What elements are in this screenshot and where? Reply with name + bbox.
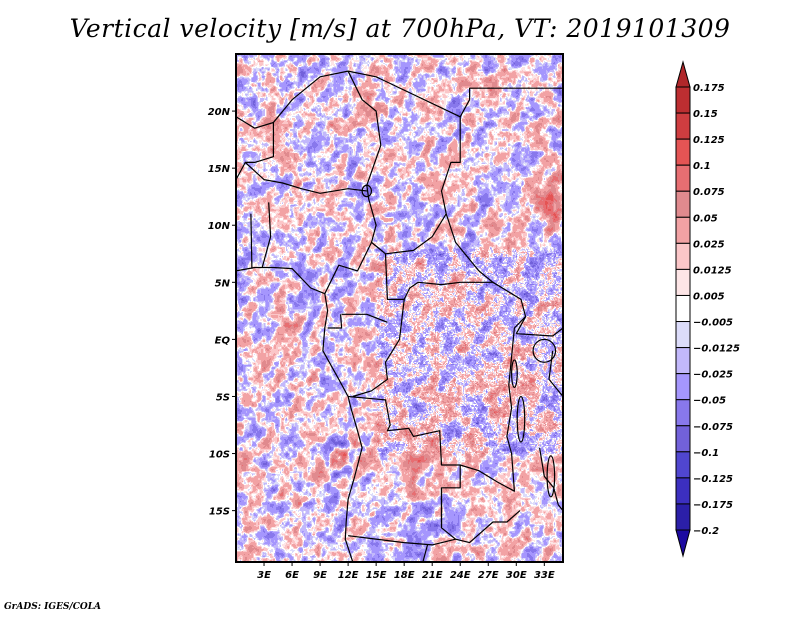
- colorbar-swatch: [675, 373, 691, 401]
- boundary-line: [348, 395, 461, 528]
- colorbar-swatch: [675, 347, 691, 375]
- map-frame: [235, 53, 564, 563]
- lake-outline: [516, 395, 526, 443]
- y-tick-label: 15N: [208, 164, 231, 175]
- boundary-line: [516, 327, 564, 337]
- colorbar-label: 0.125: [693, 135, 725, 146]
- boundary-line: [460, 316, 527, 492]
- y-tick-label: 10N: [208, 221, 231, 232]
- boundary-line: [347, 70, 447, 255]
- vertical-velocity-field: [236, 54, 563, 562]
- y-tick-label: 5S: [216, 392, 230, 403]
- grads-credit: GrADS: IGES/COLA: [4, 602, 102, 612]
- country-borders: [235, 70, 564, 563]
- boundary-line: [352, 299, 405, 398]
- boundary-line: [324, 242, 373, 294]
- colorbar: 0.175 0.15 0.125 0.1 0.075 0.05 0.025 0.0125 0.0…: [675, 60, 740, 558]
- boundary-line: [440, 487, 521, 544]
- colorbar-label: 0.15: [693, 109, 718, 120]
- colorbar-swatch: [675, 112, 691, 140]
- colorbar-swatch: [675, 477, 691, 505]
- boundary-line: [272, 70, 527, 334]
- x-tick-label: 27E: [478, 570, 499, 581]
- boundary-line: [384, 253, 493, 300]
- boundary-line: [548, 350, 564, 397]
- colorbar-label: −0.125: [693, 474, 733, 485]
- colorbar-swatch: [675, 216, 691, 244]
- colorbar-swatch: [675, 190, 691, 218]
- boundary-line: [459, 87, 563, 118]
- x-tick-label: 15E: [366, 570, 387, 581]
- colorbar-label: 0.1: [693, 161, 711, 172]
- colorbar-label: 0.075: [693, 187, 725, 198]
- x-tick-label: 3E: [257, 570, 271, 581]
- colorbar-label: −0.05: [693, 396, 726, 407]
- boundary-line: [327, 314, 343, 329]
- x-tick-label: 21E: [422, 570, 443, 581]
- boundary-line: [341, 313, 388, 323]
- x-tick-label: 24E: [450, 570, 471, 581]
- colorbar-label: 0.005: [693, 291, 725, 302]
- boundary-line: [261, 202, 272, 268]
- boundary-line: [422, 544, 429, 563]
- colorbar-swatch: [675, 321, 691, 349]
- boundary-line: [539, 447, 564, 511]
- lake-outline: [511, 359, 518, 388]
- boundary-line: [348, 535, 456, 546]
- colorbar-label: 0.0125: [693, 265, 732, 276]
- lake-outline: [532, 338, 557, 363]
- x-tick-label: 18E: [394, 570, 415, 581]
- y-tick-label: 10S: [209, 450, 230, 461]
- chart-title: Vertical velocity [m/s] at 700hPa, VT: 2…: [69, 14, 731, 43]
- x-tick-label: 12E: [338, 570, 359, 581]
- colorbar-swatch: [675, 399, 691, 427]
- boundary-line: [250, 213, 253, 269]
- x-tick-label: 6E: [285, 570, 299, 581]
- colorbar-swatch: [675, 503, 691, 531]
- colorbar-label: −0.1: [693, 448, 719, 459]
- lake-outline: [546, 455, 556, 498]
- y-axis: 20N 15N 10N 5N EQ 5S 10S 15S: [208, 107, 236, 518]
- colorbar-label: −0.025: [693, 370, 733, 381]
- boundary-line: [235, 116, 274, 180]
- colorbar-label: 0.175: [693, 83, 725, 94]
- x-tick-label: 9E: [313, 570, 327, 581]
- colorbar-swatch: [675, 164, 691, 192]
- colorbar-label: −0.175: [693, 500, 733, 511]
- colorbar-upper-extend: [675, 60, 691, 88]
- colorbar-label: −0.005: [693, 318, 733, 329]
- x-tick-label: 30E: [506, 570, 527, 581]
- colorbar-swatch: [675, 86, 691, 114]
- colorbar-swatch: [675, 451, 691, 479]
- y-tick-label: 20N: [208, 107, 231, 118]
- colorbar-label: 0.05: [693, 213, 718, 224]
- colorbar-swatch: [675, 268, 691, 296]
- colorbar-swatch: [675, 242, 691, 270]
- colorbar-label: 0.025: [693, 239, 725, 250]
- colorbar-swatch: [675, 294, 691, 323]
- boundary-line: [235, 266, 363, 563]
- x-tick-label: 33E: [534, 570, 555, 581]
- colorbar-label: −0.2: [693, 526, 719, 537]
- colorbar-swatch: [675, 138, 691, 166]
- colorbar-label: −0.075: [693, 422, 733, 433]
- colorbar-label: −0.0125: [693, 344, 740, 355]
- boundary-line: [244, 161, 367, 194]
- x-axis: 3E 6E 9E 12E 15E 18E 21E 24E 27E 30E 33E: [257, 562, 555, 581]
- y-tick-label: EQ: [215, 335, 231, 346]
- colorbar-lower-extend: [675, 529, 691, 558]
- lake-outline: [361, 184, 373, 198]
- y-tick-label: 15S: [209, 507, 230, 518]
- colorbar-swatch: [675, 425, 691, 453]
- y-tick-label: 5N: [215, 278, 231, 289]
